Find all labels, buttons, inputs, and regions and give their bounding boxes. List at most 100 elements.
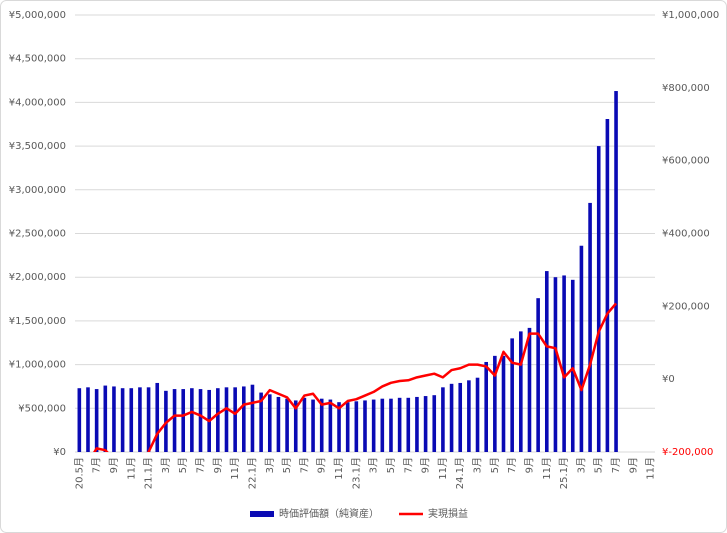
x-tick-label: 24.1月	[454, 457, 466, 489]
bar	[570, 279, 575, 452]
bar	[259, 392, 263, 452]
bar	[285, 398, 289, 452]
x-tick-label: 11月	[125, 457, 137, 480]
y2-tick-label: ¥-200,000	[662, 447, 713, 458]
x-tick-label: 7月	[610, 457, 622, 473]
x-tick-label: 7月	[298, 457, 310, 473]
y2-tick-label: ¥0	[662, 374, 675, 385]
x-tick-label: 11月	[229, 457, 241, 480]
bar	[155, 382, 160, 452]
y-tick-label: ¥5,000,000	[9, 10, 66, 21]
bar	[614, 91, 618, 452]
y2-tick-label: ¥600,000	[662, 156, 710, 167]
x-tick-label: 5月	[385, 457, 397, 473]
y-tick-label: ¥500,000	[18, 403, 66, 414]
bar	[415, 396, 419, 452]
bar	[363, 400, 367, 452]
bar	[493, 355, 497, 452]
bar	[519, 331, 523, 452]
x-tick-label: 5月	[593, 457, 605, 473]
x-tick-label: 7月	[506, 457, 518, 473]
bar	[146, 387, 151, 452]
x-tick-label: 7月	[195, 457, 207, 473]
y-tick-label: ¥4,000,000	[9, 97, 66, 108]
bar	[181, 389, 186, 452]
bar	[319, 398, 324, 452]
bar	[475, 377, 480, 452]
bar	[86, 387, 90, 452]
y2-tick-label: ¥400,000	[662, 229, 710, 240]
x-tick-label: 20.5月	[73, 457, 85, 489]
legend-label: 実現損益	[428, 507, 468, 520]
bar	[484, 361, 488, 452]
x-tick-label: 23.1月	[350, 457, 362, 489]
bar	[233, 387, 237, 452]
bar	[198, 389, 203, 452]
bar	[302, 397, 307, 452]
plot-area	[77, 91, 618, 452]
bar	[172, 389, 177, 452]
bar	[527, 327, 532, 452]
y-tick-label: ¥1,000,000	[9, 360, 66, 371]
bar	[120, 388, 125, 452]
bar	[441, 387, 445, 452]
y-tick-label: ¥2,500,000	[9, 229, 66, 240]
bar	[510, 338, 514, 452]
x-tick-label: 7月	[91, 457, 103, 473]
y2-tick-label: ¥200,000	[662, 301, 710, 312]
x-tick-label: 9月	[420, 457, 432, 473]
bar	[544, 271, 549, 452]
x-tick-label: 3月	[472, 457, 484, 473]
bar	[354, 401, 359, 452]
x-tick-label: 11月	[437, 457, 449, 480]
bar	[458, 382, 463, 452]
legend-swatch	[250, 511, 274, 517]
bar	[216, 388, 220, 452]
bar	[112, 386, 116, 452]
bar	[389, 398, 393, 452]
bar	[588, 202, 592, 452]
x-tick-label: 11月	[645, 457, 657, 480]
x-tick-label: 3月	[264, 457, 276, 473]
y-tick-label: ¥1,500,000	[9, 316, 66, 327]
y-tick-label: ¥2,000,000	[9, 272, 66, 283]
y2-tick-label: ¥1,000,000	[662, 10, 719, 21]
bar	[536, 298, 540, 452]
bar	[406, 397, 411, 452]
x-tick-label: 9月	[108, 457, 120, 473]
bar	[562, 275, 566, 452]
bar	[371, 399, 376, 452]
x-tick-label: 3月	[368, 457, 380, 473]
bar	[77, 388, 82, 452]
bar	[129, 388, 134, 452]
x-tick-label: 9月	[523, 457, 535, 473]
y-tick-label: ¥4,500,000	[9, 54, 66, 65]
bar	[553, 277, 558, 452]
bar	[605, 119, 610, 452]
x-tick-label: 11月	[333, 457, 345, 480]
bar	[579, 245, 584, 452]
y-tick-label: ¥3,000,000	[9, 185, 66, 196]
bar	[190, 388, 194, 452]
x-tick-label: 11月	[541, 457, 553, 480]
bar	[242, 386, 246, 452]
x-tick-label: 9月	[627, 457, 639, 473]
bar	[293, 400, 298, 452]
y-tick-label: ¥3,500,000	[9, 141, 66, 152]
bar	[380, 398, 385, 452]
x-tick-label: 3月	[575, 457, 587, 473]
line	[93, 302, 617, 452]
bar	[449, 383, 454, 452]
bar	[328, 399, 333, 452]
bar	[250, 384, 255, 452]
bar	[423, 396, 428, 452]
x-tick-label: 21.1月	[143, 457, 155, 489]
x-tick-label: 25.1月	[558, 457, 570, 489]
x-tick-label: 9月	[212, 457, 224, 473]
x-tick-label: 3月	[160, 457, 172, 473]
bar	[596, 146, 601, 452]
bar	[467, 380, 471, 452]
y2-tick-label: ¥800,000	[662, 83, 710, 94]
x-tick-label: 5月	[489, 457, 501, 473]
